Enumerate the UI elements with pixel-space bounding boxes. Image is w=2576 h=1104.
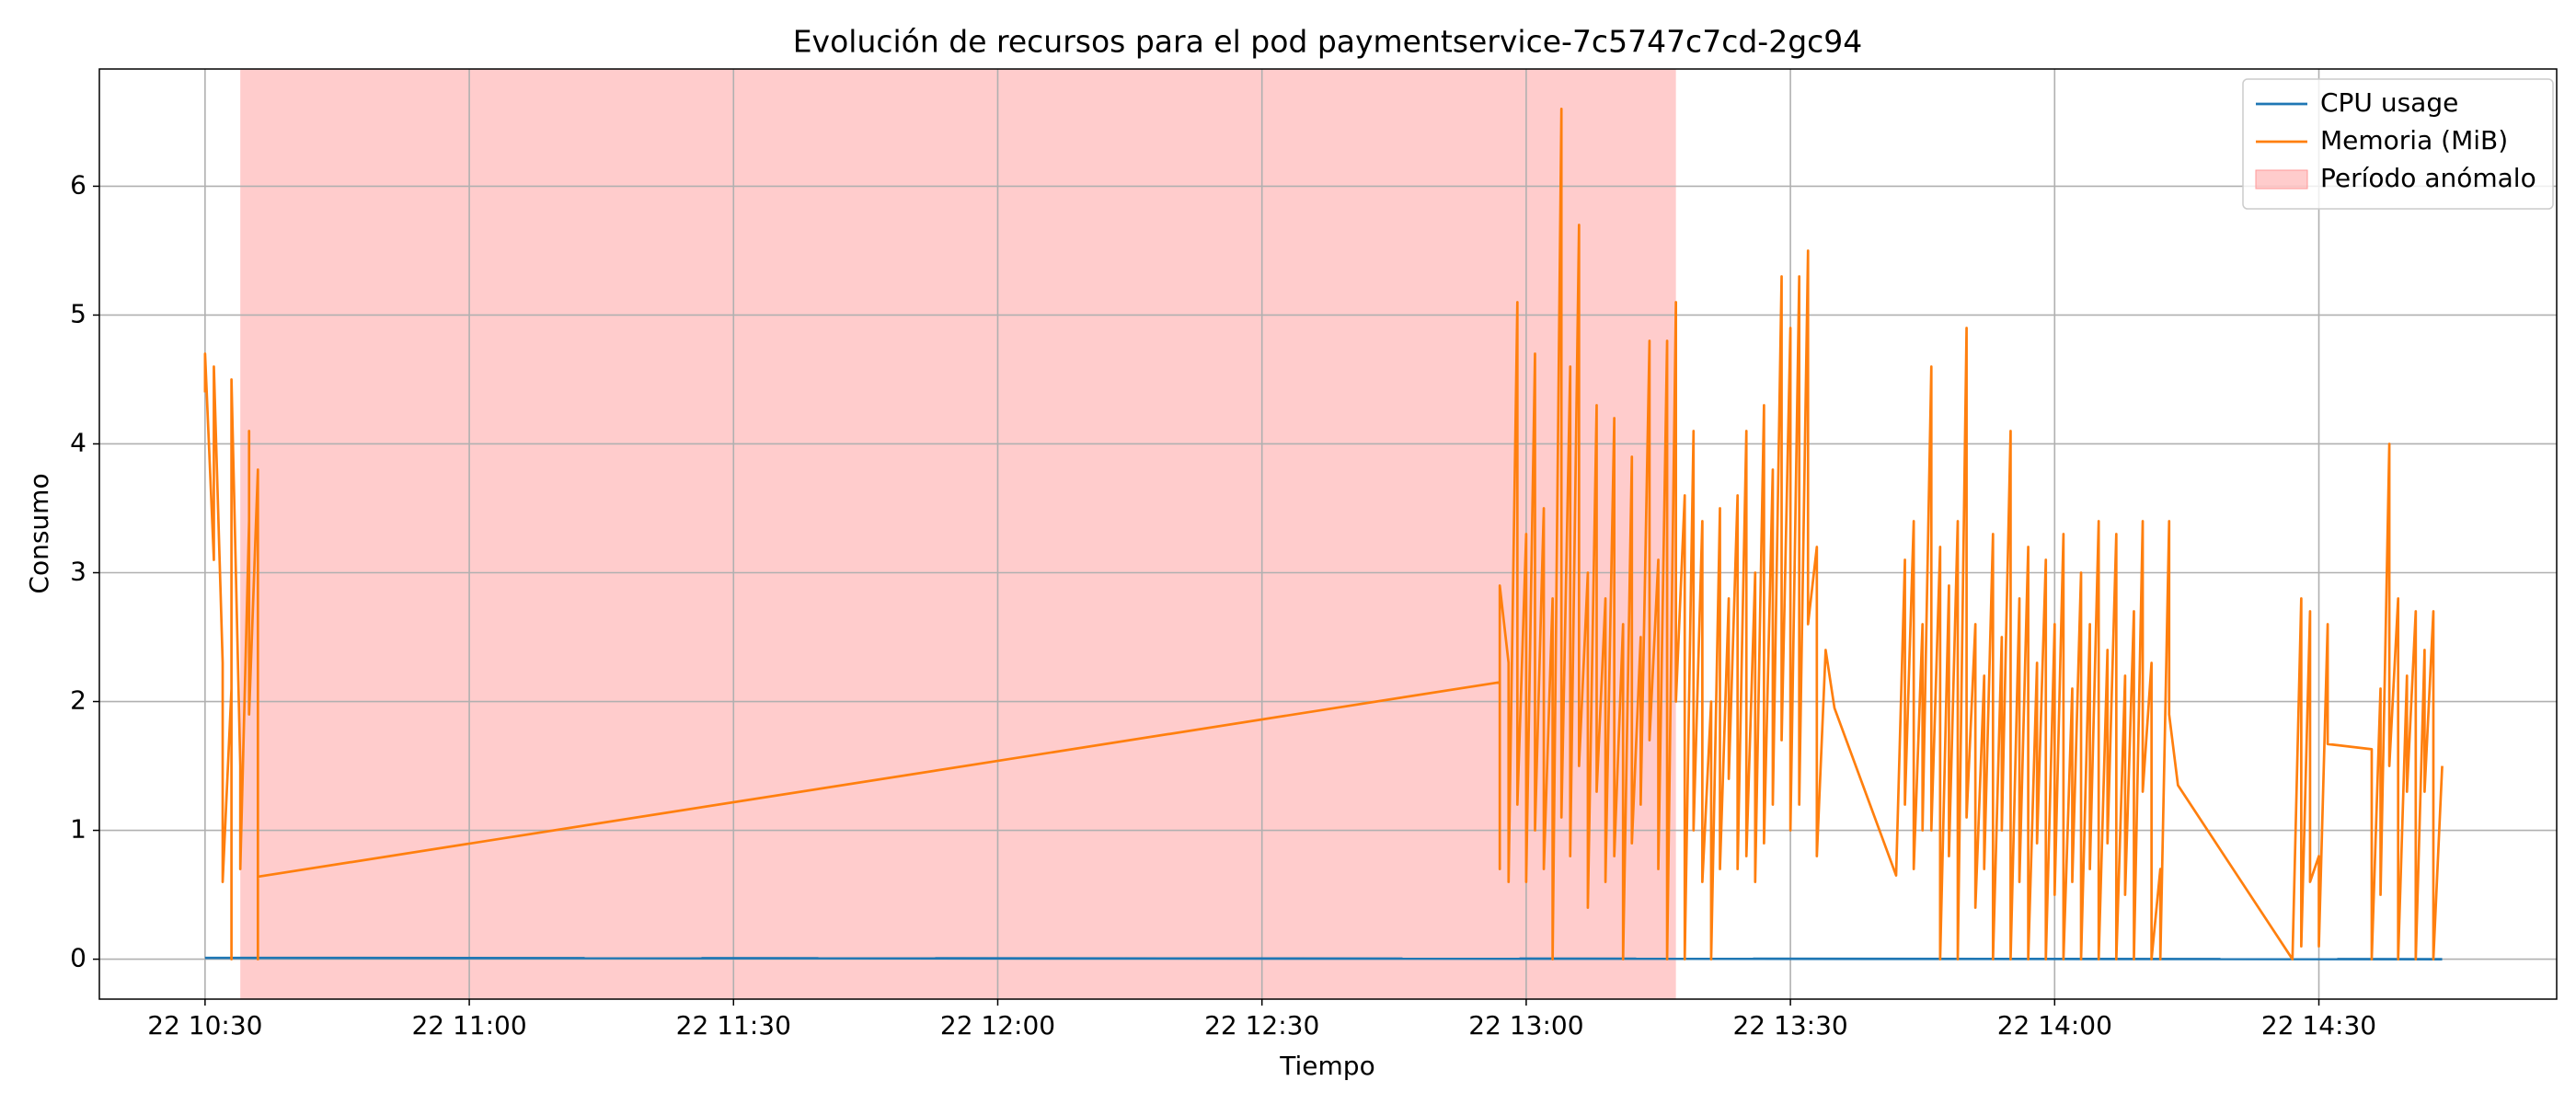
y-tick-label: 1 [70,814,86,845]
anomaly-span [240,69,1676,999]
plot-frame [98,68,2558,1000]
x-tick-label: 22 14:00 [1997,1010,2112,1041]
x-tick-label: 22 11:00 [411,1010,526,1041]
x-tick-label: 22 13:00 [1468,1010,1583,1041]
y-axis-label: Consumo [24,473,54,593]
legend-swatch [2255,169,2308,190]
x-tick-label: 22 12:00 [940,1010,1055,1041]
series-line [204,956,2443,960]
x-axis-label: Tiempo [1279,1051,1374,1081]
legend-box [2242,78,2554,210]
legend-label: Memoria (MiB) [2320,125,2508,155]
y-tick-label: 0 [70,943,86,973]
legend-label: CPU usage [2320,87,2458,118]
series-line [203,108,2444,960]
legend-label: Período anómalo [2320,163,2536,193]
chart-title: Evolución de recursos para el pod paymen… [793,24,1863,60]
x-tick-label: 22 11:30 [676,1010,791,1041]
x-tick-label: 22 10:30 [147,1010,262,1041]
y-tick-label: 5 [70,298,86,328]
y-tick-label: 6 [70,169,86,200]
y-tick-label: 4 [70,427,86,457]
x-tick-label: 22 12:30 [1204,1010,1319,1041]
x-tick-label: 22 13:30 [1732,1010,1847,1041]
y-tick-label: 3 [70,557,86,587]
y-tick-label: 2 [70,685,86,716]
x-tick-label: 22 14:30 [2261,1010,2376,1041]
